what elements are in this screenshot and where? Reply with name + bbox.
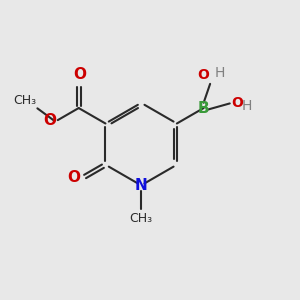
Text: O: O — [73, 67, 86, 82]
Text: CH₃: CH₃ — [13, 94, 36, 107]
Text: H: H — [242, 99, 253, 113]
Text: O: O — [197, 68, 208, 83]
Text: O: O — [43, 112, 56, 128]
Text: O: O — [67, 170, 80, 185]
Text: O: O — [231, 96, 243, 110]
Text: CH₃: CH₃ — [130, 212, 153, 225]
Text: H: H — [214, 66, 225, 80]
Text: N: N — [135, 178, 148, 193]
Text: B: B — [198, 100, 209, 116]
